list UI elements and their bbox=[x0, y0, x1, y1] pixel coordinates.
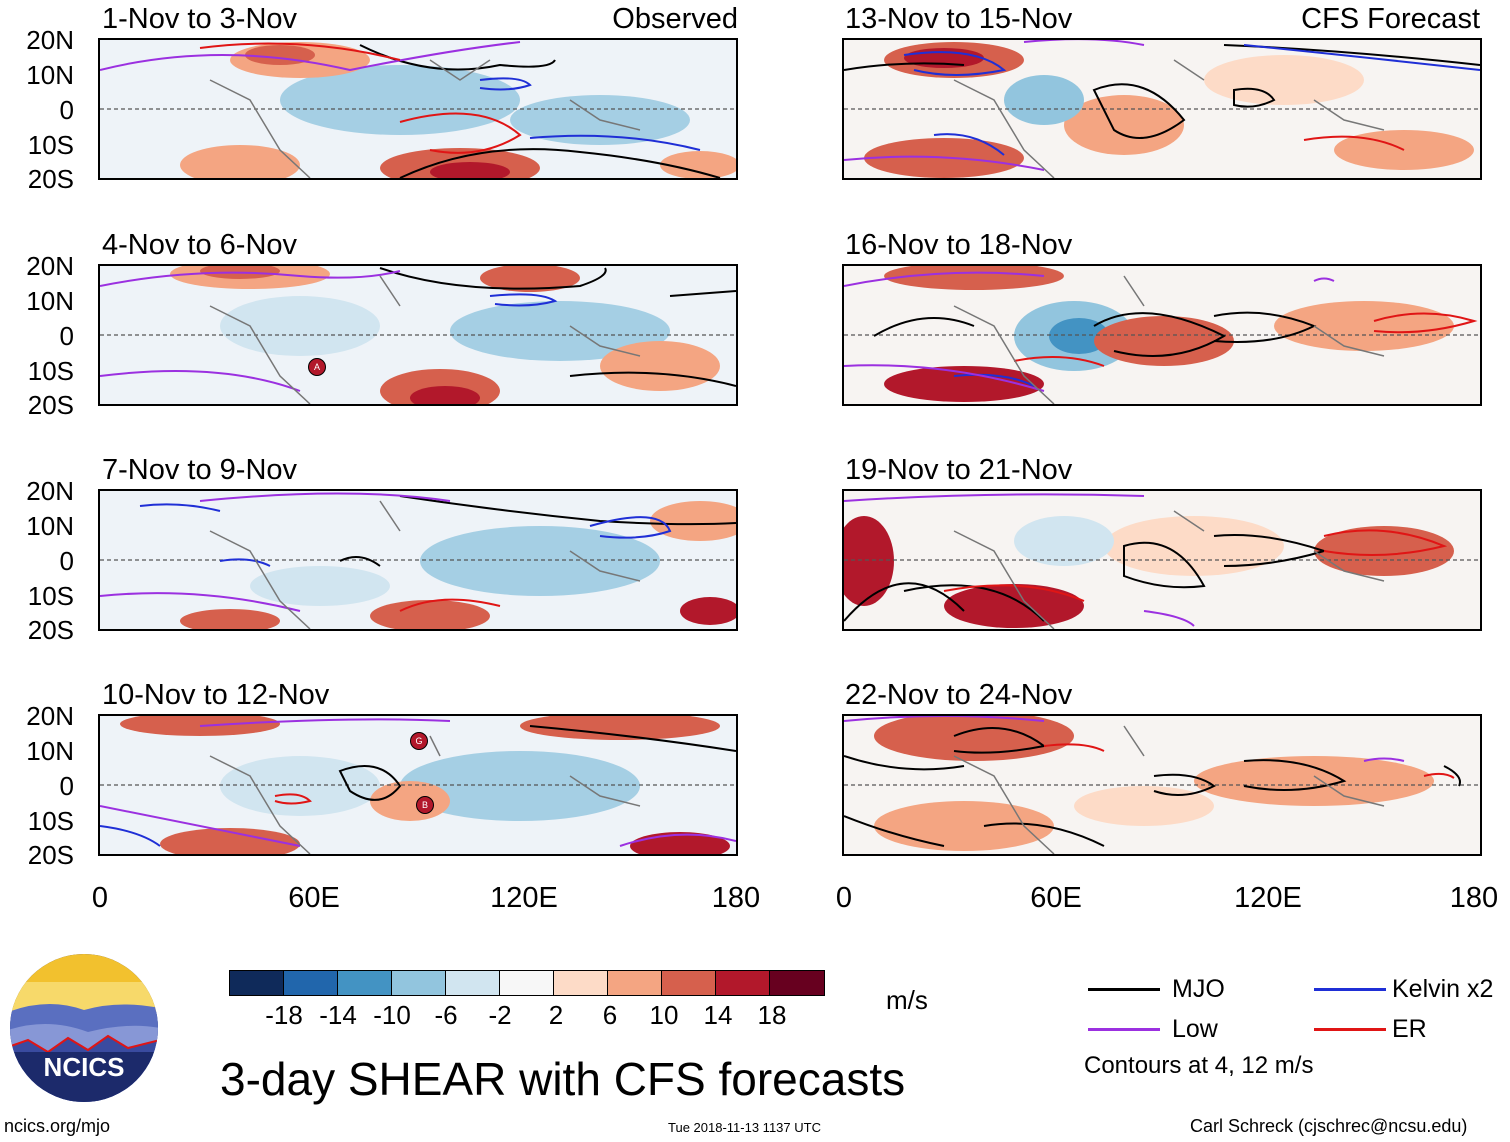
lat-label: 0 bbox=[59, 546, 74, 576]
lat-label: 10N bbox=[26, 511, 74, 541]
panel-title: 19-Nov to 21-Nov bbox=[845, 454, 1073, 486]
colorbar-tick: -10 bbox=[373, 1000, 411, 1030]
lat-label: 20S bbox=[27, 840, 74, 870]
footer-author[interactable]: Carl Schreck (cjschrec@ncsu.edu) bbox=[1190, 1116, 1468, 1136]
legend-low-label: Low bbox=[1172, 1015, 1218, 1043]
legend-er-line bbox=[1314, 1028, 1386, 1031]
footer-url[interactable]: ncics.org/mjo bbox=[4, 1116, 111, 1136]
map-panel bbox=[842, 38, 1482, 180]
colorbar-tick: -2 bbox=[488, 1000, 512, 1030]
panel-label-forecast: CFS Forecast bbox=[1301, 3, 1480, 35]
lon-label: 180 bbox=[1449, 882, 1499, 914]
panel-title: 7-Nov to 9-Nov bbox=[102, 454, 298, 486]
colorbar-bin bbox=[770, 971, 824, 995]
map-panel: G B bbox=[98, 714, 738, 856]
lat-label: 0 bbox=[59, 321, 74, 351]
lat-label: 10N bbox=[26, 736, 74, 766]
legend-mjo-line bbox=[1088, 988, 1160, 991]
lat-label: 20S bbox=[27, 164, 74, 194]
map-panel bbox=[842, 264, 1482, 406]
footer-timestamp: Tue 2018-11-13 1137 UTC bbox=[668, 1120, 821, 1135]
ncics-logo[interactable]: NCICS bbox=[8, 952, 160, 1104]
panel-title: 1-Nov to 3-Nov bbox=[102, 3, 298, 35]
lat-label: 20S bbox=[27, 390, 74, 420]
lon-label: 180 bbox=[711, 882, 761, 914]
lat-label: 10S bbox=[27, 356, 74, 386]
logo-text: NCICS bbox=[44, 1052, 125, 1082]
legend-kelvin-label: Kelvin x2 bbox=[1392, 975, 1494, 1003]
lat-label: 10S bbox=[27, 581, 74, 611]
lon-label: 0 bbox=[91, 882, 109, 914]
colorbar-tick: 6 bbox=[602, 1000, 618, 1030]
colorbar bbox=[229, 970, 825, 996]
colorbar-tick: -14 bbox=[319, 1000, 357, 1030]
panel-title: 10-Nov to 12-Nov bbox=[102, 679, 330, 711]
storm-marker-g: G bbox=[410, 732, 428, 750]
colorbar-bin bbox=[662, 971, 716, 995]
lat-label: 10S bbox=[27, 806, 74, 836]
colorbar-tick: -18 bbox=[265, 1000, 303, 1030]
colorbar-bin bbox=[284, 971, 338, 995]
lat-label: 0 bbox=[59, 95, 74, 125]
legend-low-line bbox=[1088, 1028, 1160, 1031]
colorbar-bin bbox=[554, 971, 608, 995]
legend-kelvin-line bbox=[1314, 988, 1386, 991]
lon-label: 120E bbox=[1234, 882, 1302, 914]
map-panel bbox=[842, 714, 1482, 856]
colorbar-tick: 10 bbox=[649, 1000, 679, 1030]
contours-note: Contours at 4, 12 m/s bbox=[1084, 1052, 1314, 1079]
lat-label: 0 bbox=[59, 771, 74, 801]
storm-marker-b: B bbox=[416, 796, 434, 814]
map-panel bbox=[98, 489, 738, 631]
map-panel: A bbox=[98, 264, 738, 406]
lat-label: 20N bbox=[26, 25, 74, 55]
colorbar-bin bbox=[230, 971, 284, 995]
panel-title: 16-Nov to 18-Nov bbox=[845, 229, 1073, 261]
main-title: 3-day SHEAR with CFS forecasts bbox=[220, 1053, 906, 1105]
lat-label: 20N bbox=[26, 701, 74, 731]
colorbar-bin bbox=[608, 971, 662, 995]
panel-label-observed: Observed bbox=[612, 3, 738, 35]
legend-er-label: ER bbox=[1392, 1015, 1427, 1043]
colorbar-tick: 18 bbox=[757, 1000, 787, 1030]
colorbar-bin bbox=[500, 971, 554, 995]
colorbar-bin bbox=[716, 971, 770, 995]
colorbar-bin bbox=[338, 971, 392, 995]
lon-label: 60E bbox=[1030, 882, 1082, 914]
lon-label: 0 bbox=[835, 882, 853, 914]
lat-label: 10S bbox=[27, 130, 74, 160]
colorbar-units: m/s bbox=[886, 985, 928, 1015]
lon-label: 120E bbox=[490, 882, 558, 914]
lat-label: 10N bbox=[26, 60, 74, 90]
legend-mjo-label: MJO bbox=[1172, 975, 1225, 1003]
map-panel bbox=[98, 38, 738, 180]
lon-label: 60E bbox=[288, 882, 340, 914]
panel-title: 4-Nov to 6-Nov bbox=[102, 229, 298, 261]
lat-label: 20N bbox=[26, 251, 74, 281]
lat-label: 20N bbox=[26, 476, 74, 506]
panel-title: 13-Nov to 15-Nov bbox=[845, 3, 1073, 35]
lat-label: 10N bbox=[26, 286, 74, 316]
storm-marker-a: A bbox=[308, 358, 326, 376]
colorbar-tick: 2 bbox=[548, 1000, 564, 1030]
colorbar-tick: -6 bbox=[434, 1000, 458, 1030]
map-panel bbox=[842, 489, 1482, 631]
lat-label: 20S bbox=[27, 615, 74, 645]
colorbar-bin bbox=[392, 971, 446, 995]
panel-title: 22-Nov to 24-Nov bbox=[845, 679, 1073, 711]
colorbar-bin bbox=[446, 971, 500, 995]
colorbar-tick: 14 bbox=[703, 1000, 733, 1030]
